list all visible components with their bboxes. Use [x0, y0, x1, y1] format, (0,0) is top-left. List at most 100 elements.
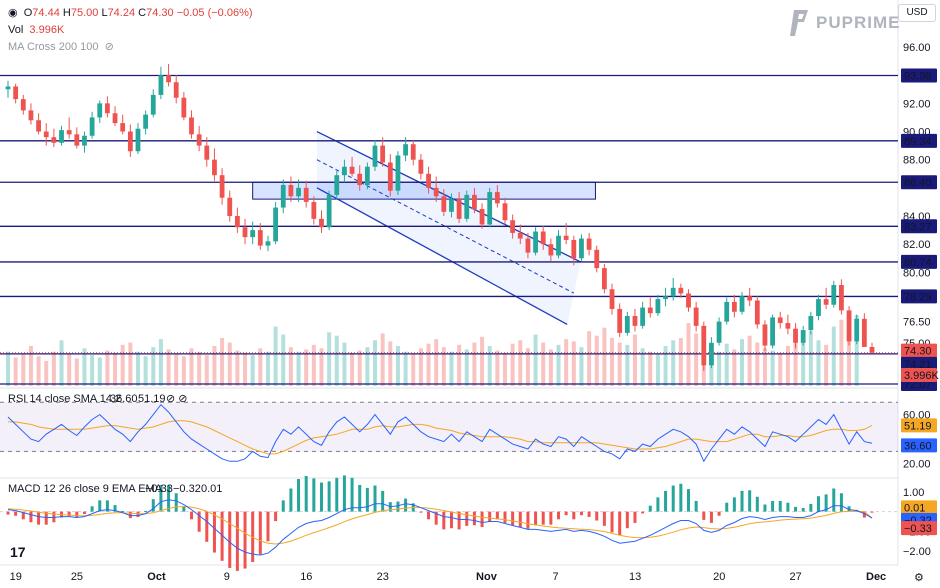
- candle-body: [227, 197, 233, 217]
- gear-icon[interactable]: ⚙: [914, 572, 924, 584]
- macd-histogram-bar: [128, 511, 132, 519]
- candle-body: [846, 310, 852, 342]
- candle-body: [800, 330, 806, 343]
- volume-bar: [556, 344, 561, 386]
- macd-histogram-bar: [755, 496, 759, 512]
- volume-bar: [541, 342, 546, 386]
- macd-histogram-bar: [29, 511, 33, 523]
- candle-body: [525, 238, 531, 253]
- macd-signal-value: 0.01: [201, 483, 222, 495]
- volume-bar: [625, 344, 630, 386]
- candle-body: [5, 86, 11, 90]
- ma-cross-readout[interactable]: MA Cross 200 100 ⊘: [8, 41, 114, 53]
- macd-histogram-bar: [335, 477, 339, 512]
- volume-bar: [441, 347, 446, 386]
- volume-bar: [350, 352, 355, 386]
- macd-histogram-bar: [37, 511, 41, 525]
- level-tag-bg: [901, 68, 937, 83]
- tradingview-logo[interactable]: 17: [10, 544, 26, 560]
- volume-bar: [113, 352, 118, 386]
- candle-body: [579, 238, 584, 259]
- macd-histogram-bar: [373, 485, 377, 512]
- candle-body: [869, 346, 875, 353]
- brand-name: PUPRIME: [816, 13, 901, 32]
- volume-bar: [678, 338, 683, 386]
- candle-body: [594, 249, 600, 269]
- volume-bar: [166, 349, 171, 386]
- candle-body: [861, 318, 867, 347]
- macd-histogram-bar: [610, 511, 614, 533]
- volume-bar: [854, 315, 859, 386]
- volume-bar: [648, 351, 653, 386]
- candle-body: [571, 239, 577, 259]
- macd-histogram-bar: [824, 494, 828, 512]
- time-axis-tick: 9: [224, 571, 230, 583]
- candle-body: [410, 144, 416, 160]
- candle-body: [556, 235, 561, 256]
- candle-body: [173, 82, 179, 98]
- macd-histogram-bar: [197, 511, 201, 532]
- volume-bar: [525, 348, 530, 386]
- candle-body: [380, 145, 386, 163]
- candle-body: [242, 227, 248, 238]
- level-tag: 83.27: [904, 221, 932, 233]
- macd-histogram-bar: [503, 511, 507, 523]
- volume-bar: [304, 349, 309, 386]
- macd-histogram-bar: [694, 500, 698, 512]
- candle-body: [181, 97, 187, 118]
- macd-histogram-bar: [748, 490, 752, 512]
- channel-lower-line: [316, 187, 568, 326]
- candle-body: [288, 185, 294, 197]
- candle-body: [372, 145, 378, 167]
- candle-body: [839, 285, 844, 311]
- candle-body: [280, 185, 286, 208]
- macd-histogram-tag: −0.33: [904, 523, 932, 535]
- level-tag-bg: [901, 289, 937, 304]
- macd-histogram-bar: [220, 511, 224, 561]
- macd-histogram-bar: [832, 488, 836, 512]
- candle-body: [548, 244, 554, 256]
- time-axis-tick: Nov: [476, 571, 498, 583]
- macd-histogram-bar: [686, 489, 690, 512]
- level-tag-bg: [901, 356, 937, 371]
- candle-body: [624, 316, 630, 333]
- macd-histogram-bar: [182, 506, 186, 512]
- candle-body: [854, 318, 860, 342]
- volume-bar: [97, 357, 102, 386]
- volume-tag-bg: [901, 368, 937, 382]
- eye-icon[interactable]: ◉: [8, 7, 18, 19]
- price-axis-tick: 80.00: [903, 267, 931, 279]
- volume-bar: [564, 339, 569, 386]
- volume-tag: 3.996K: [904, 370, 940, 382]
- volume-bar: [44, 360, 49, 386]
- volume-bar: [747, 335, 752, 386]
- candle-body: [747, 296, 753, 301]
- volume-bar: [28, 346, 33, 386]
- volume-bar: [357, 350, 362, 386]
- time-axis-tick: 20: [713, 571, 725, 583]
- candle-body: [655, 299, 661, 314]
- macd-histogram-bar: [641, 511, 645, 514]
- candle-body: [189, 117, 194, 135]
- volume-bar: [158, 339, 163, 386]
- volume-bar: [403, 351, 408, 386]
- currency-selector[interactable]: USD: [898, 4, 936, 22]
- hidden-eye-icon[interactable]: ⊘: [104, 41, 114, 53]
- volume-bar: [319, 348, 324, 386]
- candle-body: [97, 103, 103, 118]
- candle-body: [66, 130, 72, 135]
- volume-bar: [472, 342, 477, 386]
- volume-bar: [457, 344, 462, 386]
- macd-histogram-bar: [740, 490, 744, 512]
- level-tag-bg: [901, 254, 937, 269]
- rsi-sma-tag: 51.19: [904, 420, 932, 432]
- volume-bar: [717, 351, 722, 386]
- volume-bar: [365, 347, 370, 386]
- volume-bar: [762, 348, 767, 386]
- volume-bar: [770, 350, 775, 386]
- candle-body: [349, 166, 355, 174]
- candle-body: [793, 328, 798, 343]
- candle-body: [13, 86, 19, 100]
- candle-body: [395, 155, 401, 191]
